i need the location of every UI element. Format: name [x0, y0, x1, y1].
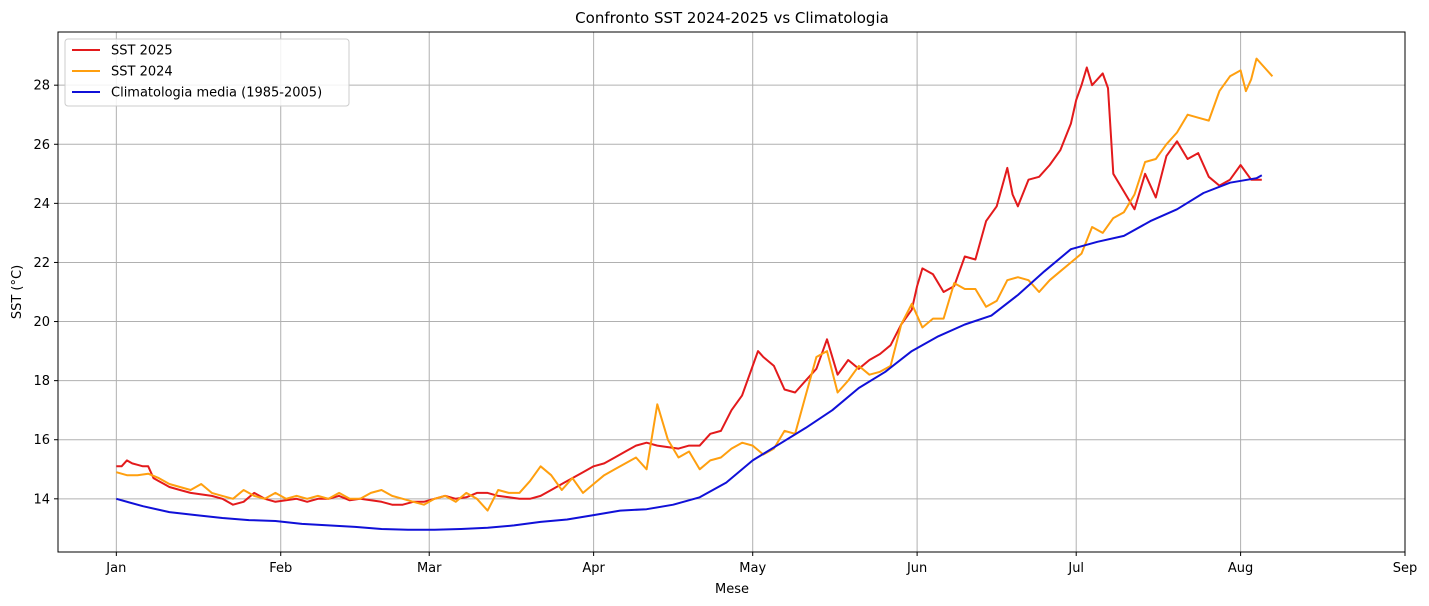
chart-title: Confronto SST 2024-2025 vs Climatologia: [575, 9, 889, 27]
x-tick-label: Apr: [582, 561, 605, 576]
x-tick-label: Aug: [1228, 561, 1253, 576]
legend: SST 2025 SST 2024 Climatologia media (1985…: [64, 38, 350, 107]
y-tick-label: 28: [33, 79, 50, 94]
y-axis-label: SST (°C): [10, 265, 25, 319]
gridlines: [58, 32, 1406, 552]
y-tick-label: 14: [33, 492, 50, 507]
y-axis: 14 16 18 20 22 24 26 28: [33, 79, 58, 507]
x-tick-label: May: [739, 561, 766, 576]
y-tick-label: 26: [33, 138, 50, 153]
y-tick-label: 22: [33, 256, 50, 271]
y-tick-label: 18: [33, 374, 50, 389]
x-tick-label: Jan: [105, 561, 126, 576]
legend-label: SST 2025: [111, 44, 173, 59]
x-tick-label: Sep: [1393, 561, 1418, 576]
legend-label: SST 2024: [111, 65, 173, 80]
y-tick-label: 16: [33, 433, 50, 448]
x-axis-label: Mese: [715, 582, 749, 597]
series-lines: [116, 57, 1274, 531]
x-tick-label: Jun: [906, 561, 927, 576]
x-tick-label: Jul: [1067, 561, 1084, 576]
legend-box: [64, 38, 350, 107]
series-line-2: [116, 174, 1263, 531]
plot-area-frame: [57, 31, 1406, 553]
series-line-1: [116, 57, 1274, 512]
y-tick-label: 24: [33, 197, 50, 212]
series-line-0: [116, 66, 1262, 506]
legend-label: Climatologia media (1985-2005): [111, 86, 322, 101]
y-tick-label: 20: [33, 315, 50, 330]
x-axis: Jan Feb Mar Apr May Jun Jul Aug Sep: [105, 552, 1417, 576]
x-tick-label: Mar: [417, 561, 442, 576]
x-tick-label: Feb: [269, 561, 292, 576]
